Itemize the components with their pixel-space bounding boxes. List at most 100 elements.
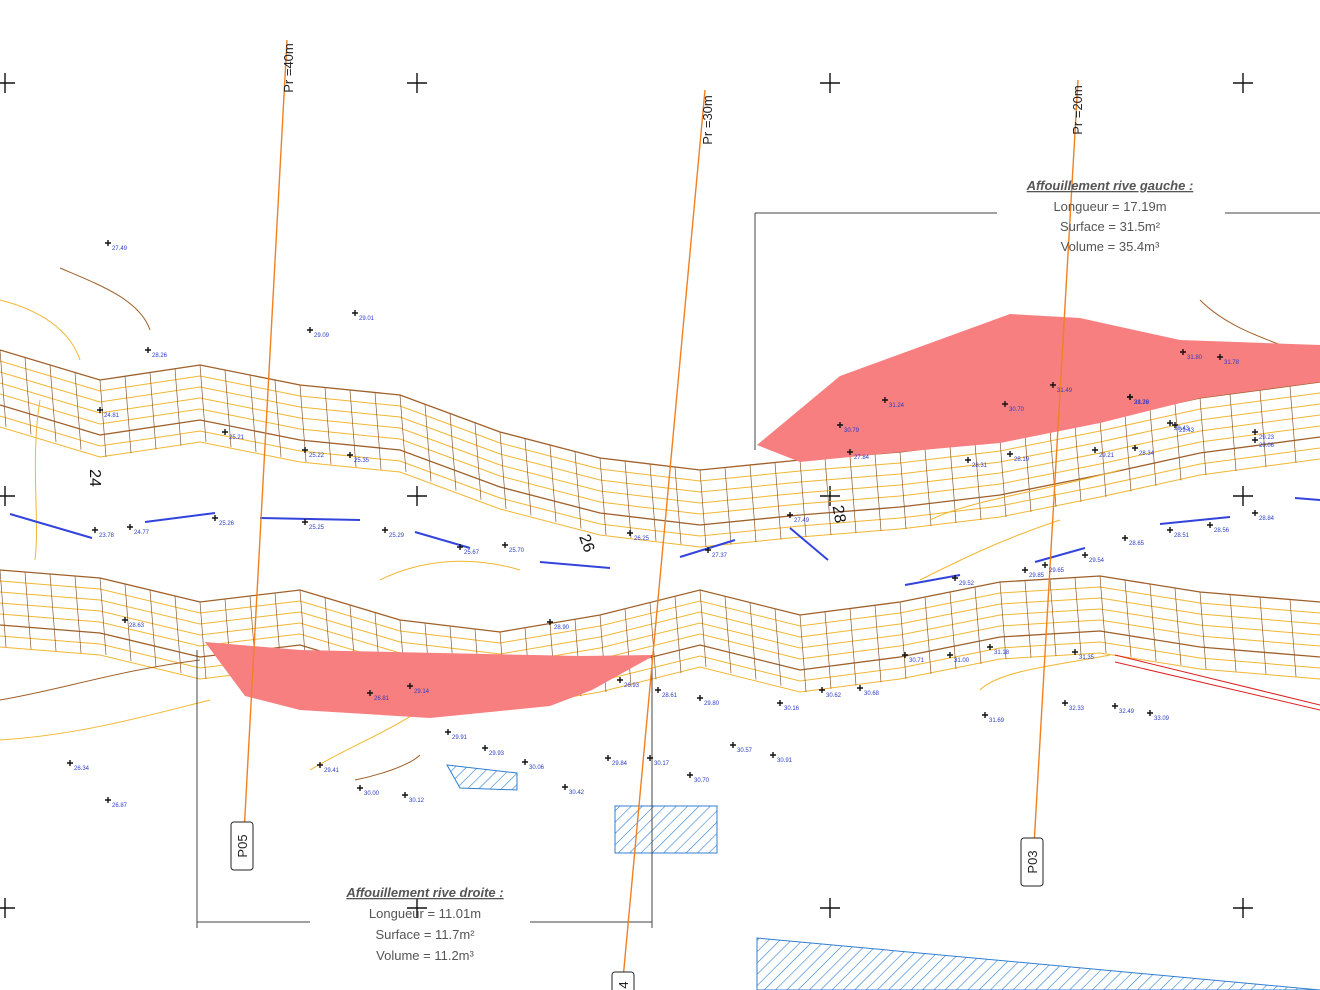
contour-line	[0, 415, 1320, 537]
slope-hatch	[999, 439, 1007, 518]
survey-point	[502, 542, 508, 548]
spot-height: 29.06	[1259, 443, 1275, 449]
slope-hatch	[799, 459, 807, 538]
slope-hatch	[624, 608, 632, 686]
slope-hatch	[699, 589, 707, 668]
survey-point	[357, 785, 363, 791]
contour-line	[0, 426, 1320, 548]
spot-height: 30.70	[694, 778, 710, 784]
annotation-line: Volume = 11.2m³	[376, 948, 474, 963]
slope-hatch	[1259, 596, 1267, 675]
survey-point	[67, 760, 73, 766]
spot-height: 27.49	[794, 518, 810, 524]
survey-point	[212, 515, 218, 521]
slope-hatch	[49, 573, 57, 652]
survey-point	[1092, 447, 1098, 453]
slope-hatch	[1049, 578, 1057, 657]
spot-height: 28.31	[972, 463, 988, 469]
spot-height: 29.09	[314, 333, 330, 339]
survey-point	[307, 327, 313, 333]
spot-height: 31.79	[1134, 400, 1150, 406]
spot-height: 26.93	[624, 683, 640, 689]
survey-point	[1007, 451, 1013, 457]
grid-cross	[820, 898, 840, 918]
spot-height: 30.06	[529, 765, 545, 771]
slope-hatch	[1289, 599, 1297, 677]
spot-height: 29.52	[959, 581, 975, 587]
spot-height: 25.26	[219, 521, 235, 527]
spot-height: 28.84	[1259, 516, 1275, 522]
contour-line	[0, 659, 201, 701]
survey-point	[982, 712, 988, 718]
spot-height: 30.57	[737, 748, 753, 754]
spot-height: 29.23	[1259, 435, 1275, 441]
spot-height: 29.85	[1029, 573, 1045, 579]
slope-hatch	[74, 372, 82, 450]
survey-point	[1050, 382, 1056, 388]
grid-cross	[1233, 898, 1253, 918]
slope-hatch	[799, 614, 807, 693]
spot-height: 30.71	[909, 658, 925, 664]
survey-point	[347, 452, 353, 458]
slope-hatch	[899, 451, 907, 530]
slope-hatch	[124, 376, 132, 454]
survey-point	[1082, 552, 1088, 558]
slope-hatch	[1074, 577, 1082, 655]
spot-heights: 27.49 29.01 29.09 28.26 24.81 25.21 25.22 25.35…	[67, 240, 1275, 809]
contour-line	[0, 580, 1320, 644]
spot-height: 31.18	[994, 650, 1010, 656]
annotation-line: Longueur = 17.19m	[1053, 199, 1166, 214]
survey-point	[522, 759, 528, 765]
spot-height: 25.22	[309, 453, 325, 459]
slope-hatch	[249, 374, 257, 453]
spot-height: 26.81	[374, 696, 390, 702]
spot-height: 28.26	[152, 353, 168, 359]
slope-hatch	[49, 364, 57, 443]
survey-point	[127, 524, 133, 530]
profile-lines	[241, 39, 1079, 990]
contour-line	[929, 469, 1121, 521]
spot-height: 30.42	[569, 790, 585, 796]
slope-hatch	[874, 605, 882, 683]
slope-hatch	[374, 392, 382, 470]
slope-hatch	[1174, 403, 1182, 481]
survey-point	[482, 745, 488, 751]
survey-point	[1167, 420, 1173, 426]
grid-cross	[407, 73, 427, 93]
spot-height: 29.91	[452, 735, 468, 741]
spot-height: 29.01	[359, 316, 375, 322]
spot-height: 27.84	[854, 455, 870, 461]
spot-height: 30.68	[864, 691, 880, 697]
survey-point	[562, 784, 568, 790]
slope-hatch	[674, 596, 682, 674]
grid-cross	[0, 73, 15, 93]
spot-height: 31.78	[1224, 360, 1240, 366]
spot-height: 28.36	[1134, 400, 1150, 406]
spot-height: 28.90	[554, 625, 570, 631]
spot-height: 27.37	[712, 553, 728, 559]
survey-point	[402, 792, 408, 798]
slope-hatch	[1229, 594, 1237, 672]
profile-name: P03	[1025, 850, 1040, 873]
annotation-line: Surface = 31.5m²	[1060, 219, 1161, 234]
survey-point	[92, 527, 98, 533]
spot-height: 23.78	[99, 533, 115, 539]
slope-hatch	[99, 577, 107, 656]
slope-hatch	[0, 569, 7, 648]
survey-point	[952, 575, 958, 581]
contour-line	[0, 602, 1320, 666]
spot-height: 28.43	[1174, 426, 1190, 432]
slope-hatch	[0, 349, 7, 428]
contour-line	[0, 393, 1320, 515]
slope-hatch	[399, 394, 407, 473]
annotation-line: Volume = 35.4m³	[1061, 239, 1160, 254]
survey-point	[882, 397, 888, 403]
spot-height: 24.81	[104, 413, 120, 419]
spot-height: 31.35	[1079, 655, 1095, 661]
slope-hatch	[224, 369, 232, 448]
spot-height: 30.62	[826, 693, 842, 699]
survey-point	[1002, 401, 1008, 407]
grid-cross	[407, 486, 427, 506]
slope-hatch	[749, 602, 757, 680]
slope-hatch	[724, 467, 732, 545]
